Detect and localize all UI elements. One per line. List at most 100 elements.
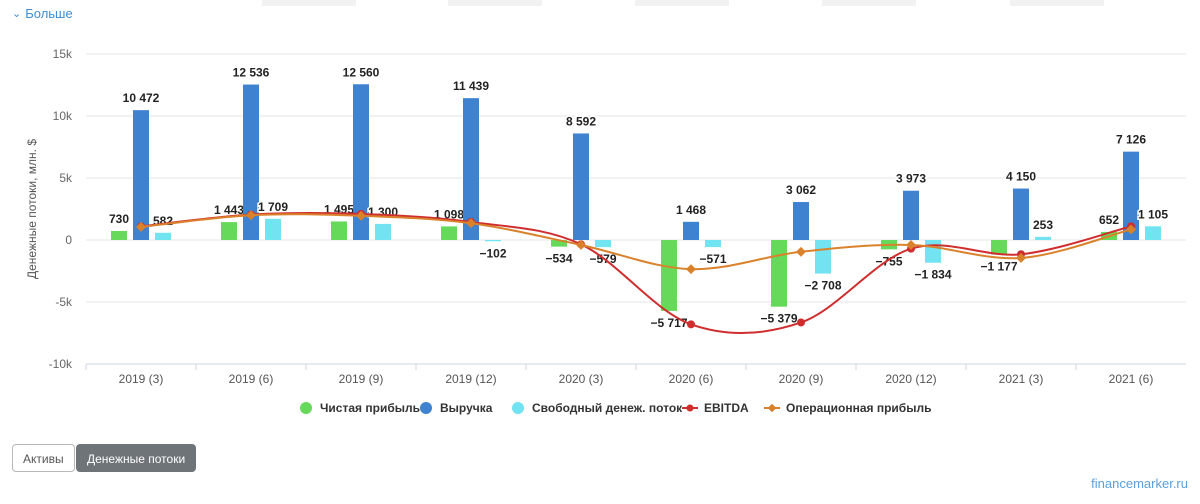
legend-marker	[767, 403, 777, 413]
data-label: −1 177	[980, 260, 1017, 274]
data-label: 3 062	[786, 183, 816, 197]
op-income-point	[796, 246, 806, 257]
bar-fcf	[815, 240, 831, 274]
bar-revenue	[133, 110, 149, 240]
x-tick-label: 2020 (3)	[559, 372, 604, 386]
data-label: 253	[1033, 218, 1053, 232]
data-label: 8 592	[566, 114, 596, 128]
brand-link[interactable]: financemarker.ru	[1091, 476, 1188, 491]
y-tick-label: 10k	[53, 109, 73, 123]
bar-fcf	[265, 218, 281, 240]
y-tick-label: -5k	[55, 295, 73, 309]
x-tick-label: 2020 (6)	[669, 372, 714, 386]
bar-net-income	[661, 240, 677, 311]
legend-label: Свободный денеж. поток	[532, 401, 683, 415]
y-tick-label: 0	[65, 233, 72, 247]
more-link[interactable]: ⌄ Больше	[12, 6, 73, 21]
data-label: 1 709	[258, 200, 288, 214]
bar-net-income	[551, 240, 567, 247]
bar-fcf	[1145, 226, 1161, 240]
op-income-point	[576, 240, 586, 250]
data-label: −571	[699, 252, 726, 266]
bar-revenue	[243, 84, 259, 241]
data-label: −102	[479, 246, 506, 260]
data-label: 1 105	[1138, 207, 1168, 221]
bar-fcf	[925, 240, 941, 263]
cashflow-button[interactable]: Денежные потоки	[76, 444, 197, 472]
bar-net-income	[771, 240, 787, 307]
x-tick-label: 2019 (6)	[229, 372, 274, 386]
bar-fcf	[485, 240, 501, 242]
x-tick-label: 2021 (6)	[1109, 372, 1154, 386]
data-label: 730	[109, 212, 129, 226]
op-income-point	[906, 240, 916, 250]
top-tab-3[interactable]	[635, 0, 729, 6]
data-label: −5 717	[650, 316, 687, 330]
data-label: 7 126	[1116, 133, 1146, 147]
legend-marker	[300, 402, 312, 414]
bar-revenue	[1123, 151, 1139, 240]
data-label: 12 536	[233, 66, 270, 80]
legend-label: Чистая прибыль	[320, 401, 420, 415]
bar-fcf	[705, 240, 721, 248]
top-tab-4[interactable]	[822, 0, 916, 6]
ebitda-point	[687, 320, 695, 329]
bar-revenue	[353, 84, 369, 240]
legend-label: Выручка	[440, 401, 493, 415]
bar-net-income	[441, 226, 457, 240]
chevron-down-icon: ⌄	[12, 8, 22, 20]
op-income-point	[136, 222, 146, 232]
bar-net-income	[331, 221, 347, 240]
x-tick-label: 2019 (12)	[445, 372, 496, 386]
op-income-point	[1126, 224, 1136, 235]
data-label: −5 379	[760, 312, 797, 326]
op-income-point	[356, 210, 366, 221]
x-tick-label: 2019 (9)	[339, 372, 384, 386]
data-label: 12 560	[343, 65, 380, 79]
data-label: 1 468	[676, 203, 706, 217]
x-tick-label: 2020 (12)	[885, 372, 936, 386]
data-label: 652	[1099, 213, 1119, 227]
data-label: 4 150	[1006, 170, 1036, 184]
top-tab-1[interactable]	[262, 0, 356, 6]
y-tick-label: -10k	[49, 357, 73, 371]
legend-label: EBITDA	[704, 401, 749, 415]
bar-revenue	[903, 190, 919, 240]
data-label: 10 472	[123, 91, 160, 105]
top-tab-5[interactable]	[1010, 0, 1104, 6]
top-tab-2[interactable]	[448, 0, 542, 6]
bar-revenue	[573, 133, 589, 240]
bar-fcf	[155, 232, 171, 240]
bar-revenue	[463, 98, 479, 240]
cashflow-chart: 15k 10k 5k 0 -5k -10k Денежные потоки, млн. $ 2…	[25, 47, 1186, 415]
ebitda-line	[140, 212, 1132, 335]
y-axis-label: Денежные потоки, млн. $	[25, 139, 39, 279]
bar-revenue	[1013, 188, 1029, 240]
data-label: −1 834	[914, 268, 951, 282]
op-income-line	[140, 213, 1132, 271]
bar-net-income	[221, 222, 237, 240]
data-label: 11 439	[453, 79, 489, 93]
bar-net-income	[991, 240, 1007, 255]
bar-fcf	[375, 223, 391, 240]
bar-revenue	[683, 221, 699, 240]
y-tick-label: 5k	[59, 171, 73, 185]
data-label: −534	[545, 252, 572, 266]
data-label: 1 443	[214, 203, 244, 217]
y-tick-label: 15k	[53, 47, 73, 61]
legend-label: Операционная прибыль	[786, 401, 931, 415]
op-income-point	[466, 218, 476, 229]
more-link-label: Больше	[25, 6, 73, 21]
x-tick-label: 2020 (9)	[779, 372, 824, 386]
data-label: 3 973	[896, 172, 926, 186]
ebitda-point	[797, 318, 805, 327]
bar-net-income	[111, 230, 127, 240]
bar-fcf	[595, 240, 611, 248]
legend-marker	[686, 404, 694, 412]
bar-fcf	[1035, 236, 1051, 240]
op-income-point	[686, 264, 696, 275]
assets-button[interactable]: Активы	[12, 444, 75, 472]
data-label: −2 708	[804, 279, 841, 293]
x-tick-label: 2019 (3)	[119, 372, 164, 386]
legend-marker	[512, 402, 524, 414]
